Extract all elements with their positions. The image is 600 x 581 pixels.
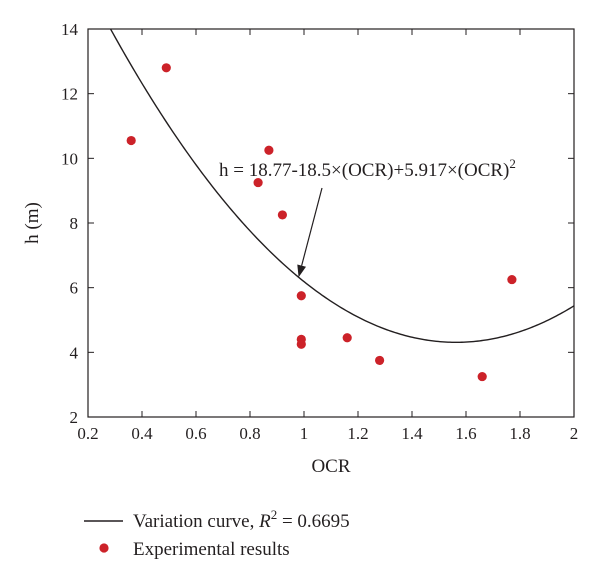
x-tick-label: 0.6: [185, 424, 206, 443]
legend: Variation curve, R2 = 0.6695 Experimenta…: [84, 507, 350, 560]
x-tick-label: 1: [300, 424, 309, 443]
x-tick-label: 1.4: [401, 424, 423, 443]
data-point: [342, 333, 352, 343]
x-tick-label: 1.8: [509, 424, 530, 443]
plot-frame: [87, 28, 575, 418]
y-tick-label: 8: [70, 214, 79, 233]
y-tick-label: 4: [70, 343, 79, 362]
variation-curve: [109, 29, 574, 344]
x-tick-label: 1.6: [455, 424, 476, 443]
legend-points-label: Experimental results: [133, 539, 290, 560]
data-point: [477, 371, 487, 382]
x-axis-ticks: 0.2 0.4 0.6 0.8 1 1.2 1.4 1.6 1.8 2: [77, 29, 578, 443]
legend-points-swatch: [99, 543, 109, 553]
annotation-arrowhead: [297, 264, 306, 278]
annotation-arrow: [301, 187, 323, 266]
x-tick-label: 0.8: [239, 424, 260, 443]
x-tick-label: 0.2: [77, 424, 98, 443]
y-tick-label: 6: [70, 279, 79, 298]
x-tick-label: 1.2: [347, 424, 368, 443]
data-point: [277, 210, 287, 220]
data-point: [264, 145, 274, 155]
y-axis-ticks: 2 4 6 8 10 12 14: [61, 20, 574, 427]
data-point: [296, 291, 306, 301]
data-point: [126, 135, 136, 146]
data-point: [296, 339, 306, 349]
y-tick-label: 12: [61, 85, 78, 104]
data-point: [253, 177, 263, 188]
y-tick-label: 2: [70, 408, 79, 427]
experimental-points: [126, 63, 517, 382]
data-point: [507, 274, 517, 285]
equation-annotation: h = 18.77-18.5×(OCR)+5.917×(OCR)2: [219, 156, 516, 181]
x-tick-label: 0.4: [131, 424, 153, 443]
y-tick-label: 10: [61, 149, 78, 168]
x-tick-label: 2: [570, 424, 579, 443]
y-tick-label: 14: [61, 20, 79, 39]
legend-curve-label: Variation curve, R2 = 0.6695: [133, 507, 350, 532]
y-axis-label: h (m): [22, 202, 43, 244]
data-point: [375, 355, 385, 366]
x-axis-label: OCR: [311, 456, 350, 477]
data-point: [161, 63, 171, 73]
